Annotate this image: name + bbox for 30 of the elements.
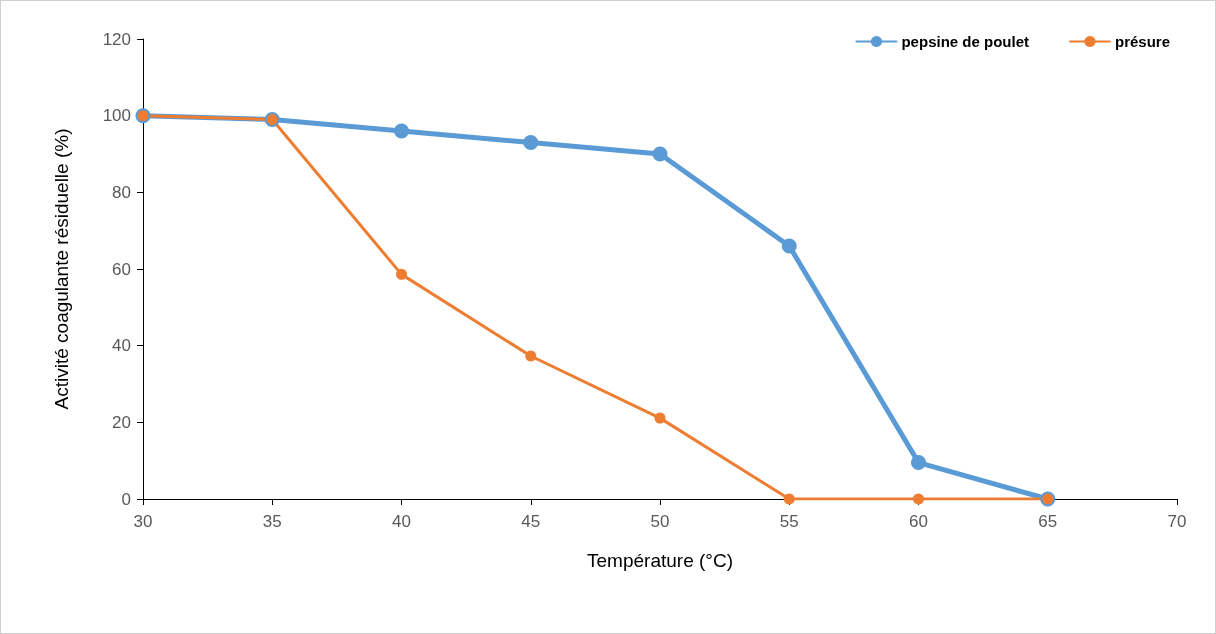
x-axis-title: Température (°C) [587, 550, 733, 571]
x-tick-label: 60 [909, 512, 928, 531]
x-tick-label: 35 [262, 512, 282, 531]
point [781, 238, 797, 254]
x-tick-label: 70 [1167, 512, 1187, 531]
x-tick-label: 30 [133, 512, 153, 531]
y-axis-title: Activité coagulante résiduelle (%) [51, 128, 72, 410]
point [911, 455, 926, 471]
y-tick-label: 40 [112, 336, 131, 356]
point [523, 135, 539, 150]
y-tick-label: 20 [112, 412, 131, 432]
x-tick-label: 40 [392, 512, 411, 531]
x-tick-label: 65 [1038, 512, 1058, 531]
legend-label: présure [1114, 33, 1170, 50]
x-tick-label: 45 [521, 512, 541, 531]
y-tick-label: 0 [121, 489, 131, 509]
x-tick-label: 55 [779, 512, 799, 531]
x-tick-label: 50 [650, 512, 670, 531]
point [394, 123, 409, 139]
point [783, 493, 795, 505]
y-tick-label: 80 [112, 182, 131, 202]
point [525, 350, 537, 362]
point [396, 268, 407, 280]
y-tick-label: 100 [102, 106, 131, 126]
point [654, 412, 666, 424]
point [652, 146, 668, 162]
point [913, 493, 924, 505]
legend-label: pepsine de poulet [901, 33, 1029, 50]
y-tick-label: 120 [102, 29, 131, 49]
y-tick-label: 60 [112, 259, 131, 279]
